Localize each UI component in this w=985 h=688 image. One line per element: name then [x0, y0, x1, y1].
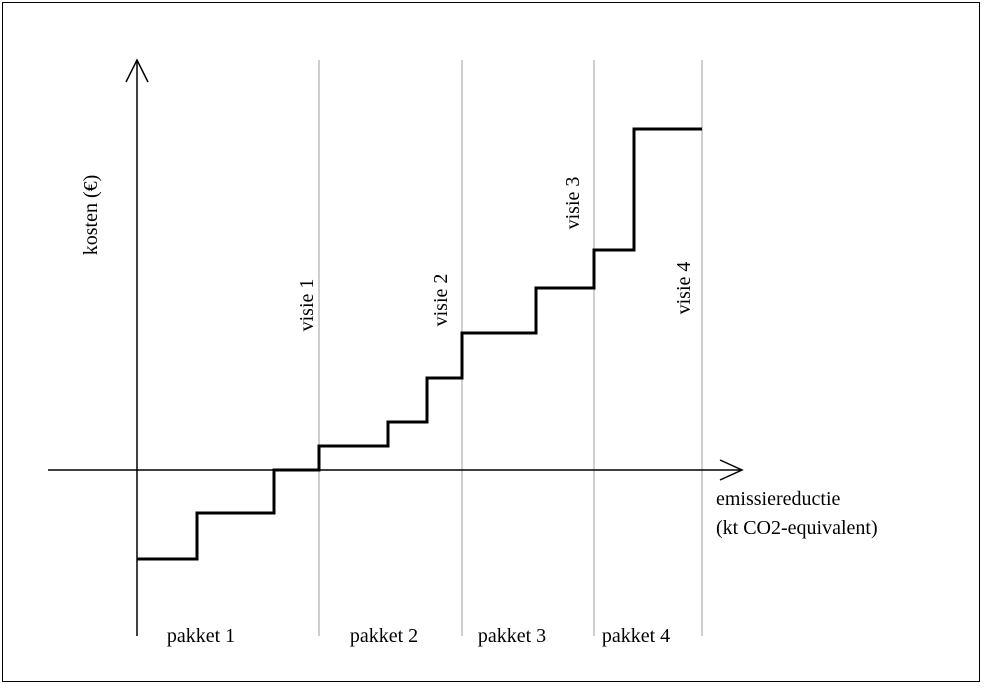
package-label-1: pakket 1 [167, 625, 235, 647]
package-label-4: pakket 4 [602, 625, 670, 647]
vision-label-1: visie 1 [296, 279, 318, 332]
package-label-2: pakket 2 [350, 625, 418, 647]
package-label-3: pakket 3 [478, 625, 546, 647]
vision-label-3: visie 3 [562, 177, 584, 230]
vision-label-2: visie 2 [430, 274, 452, 327]
x-axis-label-line-1: emissiereductie [716, 488, 841, 510]
y-axis-label: kosten (€) [80, 175, 102, 256]
x-axis-label-line-2: (kt CO2-equivalent) [716, 517, 878, 539]
vision-label-4: visie 4 [673, 262, 695, 315]
y-axis-arrow [125, 58, 149, 83]
x-axis-arrow [719, 459, 744, 481]
cost-step-curve [137, 127, 702, 561]
